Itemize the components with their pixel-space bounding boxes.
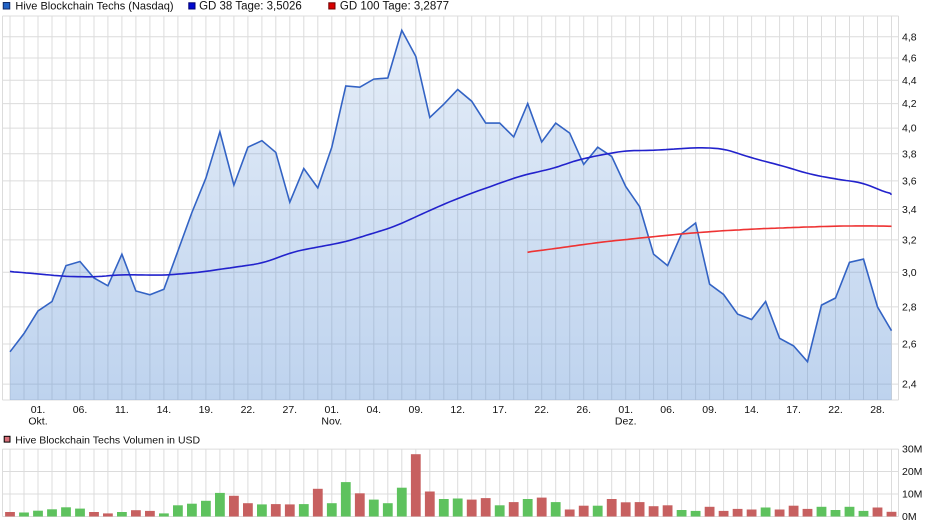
svg-text:09.: 09. [702, 404, 717, 416]
svg-text:12.: 12. [450, 404, 465, 416]
svg-text:Hive Blockchain Techs Volumen: Hive Blockchain Techs Volumen in USD [15, 434, 200, 446]
svg-text:Okt.: Okt. [28, 416, 47, 428]
svg-text:17.: 17. [492, 404, 507, 416]
svg-text:01.: 01. [31, 404, 46, 416]
svg-text:01.: 01. [618, 404, 633, 416]
svg-text:GD 38 Tage: 3,5026: GD 38 Tage: 3,5026 [199, 0, 302, 12]
svg-text:19.: 19. [199, 404, 214, 416]
svg-text:2,6: 2,6 [902, 339, 917, 351]
svg-text:10M: 10M [902, 489, 922, 501]
svg-text:4,4: 4,4 [902, 75, 917, 87]
svg-text:Dez.: Dez. [615, 416, 637, 428]
svg-text:01.: 01. [324, 404, 339, 416]
svg-text:28.: 28. [870, 404, 885, 416]
svg-text:4,6: 4,6 [902, 53, 917, 65]
svg-text:2,8: 2,8 [902, 302, 917, 314]
svg-text:3,6: 3,6 [902, 176, 917, 188]
svg-text:3,8: 3,8 [902, 148, 917, 160]
svg-text:14.: 14. [157, 404, 172, 416]
svg-text:14.: 14. [744, 404, 759, 416]
svg-text:22.: 22. [534, 404, 549, 416]
svg-text:GD 100 Tage: 3,2877: GD 100 Tage: 3,2877 [340, 0, 449, 12]
svg-text:09.: 09. [408, 404, 423, 416]
svg-text:04.: 04. [366, 404, 381, 416]
svg-text:06.: 06. [73, 404, 88, 416]
svg-text:2,4: 2,4 [902, 379, 917, 391]
svg-text:3,4: 3,4 [902, 204, 917, 216]
svg-text:22.: 22. [828, 404, 843, 416]
svg-text:26.: 26. [576, 404, 591, 416]
svg-text:0M: 0M [902, 511, 917, 523]
svg-text:11.: 11. [115, 404, 129, 416]
svg-text:22.: 22. [241, 404, 256, 416]
svg-text:30M: 30M [902, 444, 922, 456]
svg-text:Hive Blockchain Techs (Nasdaq): Hive Blockchain Techs (Nasdaq) [15, 0, 173, 12]
svg-text:06.: 06. [660, 404, 675, 416]
svg-text:4,0: 4,0 [902, 123, 917, 135]
svg-text:4,2: 4,2 [902, 98, 917, 110]
svg-text:17.: 17. [786, 404, 801, 416]
svg-text:3,2: 3,2 [902, 235, 917, 247]
svg-text:3,0: 3,0 [902, 267, 917, 279]
svg-text:4,8: 4,8 [902, 31, 917, 43]
svg-text:Nov.: Nov. [321, 416, 342, 428]
svg-text:27.: 27. [282, 404, 297, 416]
svg-text:20M: 20M [902, 466, 922, 478]
